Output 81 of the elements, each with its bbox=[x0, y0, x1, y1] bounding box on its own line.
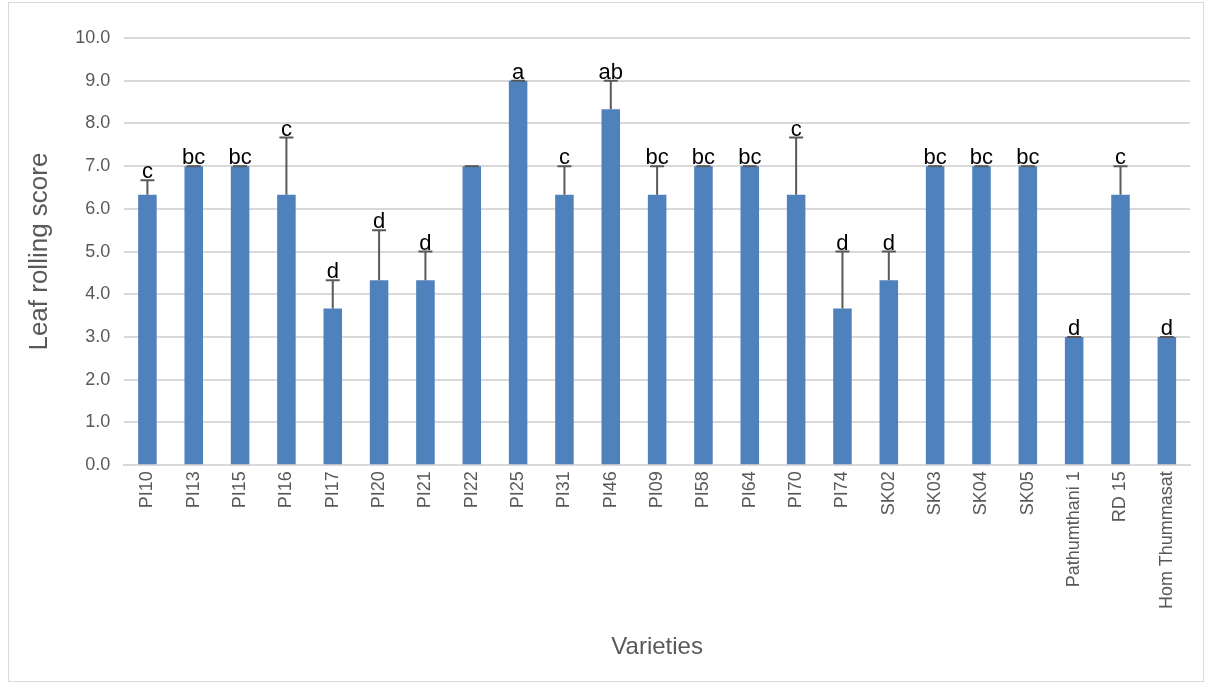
annotation: bc bbox=[645, 144, 669, 170]
bar bbox=[462, 166, 482, 465]
y-tick-label: 5.0 bbox=[85, 240, 111, 261]
bar bbox=[647, 194, 667, 465]
y-tick-label: 2.0 bbox=[85, 368, 111, 389]
y-tick-label: 4.0 bbox=[85, 283, 111, 304]
bar bbox=[416, 280, 435, 465]
annotation: bc bbox=[738, 144, 762, 170]
annotation: c bbox=[790, 115, 802, 141]
x-tick-label: PI13 bbox=[182, 471, 203, 509]
x-tick-label: PI64 bbox=[738, 471, 759, 509]
x-tick-label: PI70 bbox=[785, 471, 806, 509]
annotation: d bbox=[419, 229, 432, 255]
bar bbox=[786, 194, 806, 465]
y-tick-label: 9.0 bbox=[85, 69, 111, 90]
x-tick-label: PI46 bbox=[599, 471, 620, 509]
x-axis-title: Varieties bbox=[611, 632, 703, 660]
x-tick-label: SK02 bbox=[877, 471, 898, 516]
bar bbox=[833, 308, 852, 465]
x-tick-label: PI74 bbox=[831, 471, 852, 509]
x-tick-label: SK03 bbox=[924, 471, 945, 516]
y-tick-label: 8.0 bbox=[85, 112, 111, 133]
annotation: d bbox=[326, 258, 339, 284]
y-axis-title: Leaf rolling score bbox=[22, 152, 53, 351]
annotation: d bbox=[1160, 315, 1173, 341]
x-tick-label: Pathumthani 1 bbox=[1063, 471, 1084, 588]
x-tick-label: PI17 bbox=[321, 471, 342, 509]
bar bbox=[138, 194, 157, 465]
bar bbox=[1018, 166, 1038, 465]
y-tick-label: 7.0 bbox=[85, 155, 111, 176]
annotation: bc bbox=[969, 144, 994, 170]
y-tick-label: 6.0 bbox=[85, 197, 111, 218]
annotation: ab bbox=[598, 58, 624, 84]
bar bbox=[972, 166, 991, 465]
bar bbox=[1064, 337, 1084, 465]
annotation: c bbox=[141, 158, 153, 184]
annotation: c bbox=[1114, 144, 1126, 170]
x-tick-label: SK04 bbox=[970, 471, 991, 516]
x-tick-label: SK05 bbox=[1016, 471, 1037, 516]
x-tick-label: PI25 bbox=[507, 471, 528, 509]
annotation: a bbox=[511, 58, 525, 84]
annotation: c bbox=[280, 115, 292, 141]
y-tick-label: 0.0 bbox=[85, 454, 111, 475]
bar bbox=[184, 166, 204, 465]
bar bbox=[369, 280, 389, 465]
y-tick-label: 3.0 bbox=[85, 325, 111, 346]
bar bbox=[555, 194, 574, 465]
annotation: d bbox=[1068, 315, 1081, 341]
annotation: bc bbox=[228, 144, 252, 170]
bar bbox=[694, 166, 713, 465]
x-tick-label: PI09 bbox=[646, 471, 667, 509]
x-tick-label: PI20 bbox=[368, 471, 389, 509]
x-tick-label: PI31 bbox=[553, 471, 574, 509]
x-tick-label: Hom Thummasat bbox=[1155, 471, 1176, 609]
annotation: bc bbox=[182, 144, 206, 170]
x-tick-label: RD 15 bbox=[1109, 471, 1130, 523]
annotation: bc bbox=[923, 144, 947, 170]
bar bbox=[508, 80, 528, 465]
bar bbox=[1111, 194, 1130, 465]
x-tick-label: PI16 bbox=[275, 471, 296, 509]
annotation: d bbox=[882, 229, 895, 255]
x-tick-label: PI10 bbox=[136, 471, 157, 509]
bar bbox=[323, 308, 343, 465]
bar bbox=[277, 194, 296, 465]
annotation: c bbox=[558, 144, 570, 170]
x-tick-label: PI21 bbox=[414, 471, 435, 509]
x-tick-label: PI15 bbox=[229, 471, 250, 509]
y-tick-label: 1.0 bbox=[85, 411, 111, 432]
annotation: d bbox=[836, 229, 849, 255]
annotation: bc bbox=[1016, 144, 1040, 170]
bar bbox=[925, 166, 945, 465]
x-tick-label: PI22 bbox=[460, 471, 481, 509]
x-tick-label: PI58 bbox=[692, 471, 713, 509]
bar bbox=[879, 280, 899, 465]
bar bbox=[601, 109, 621, 465]
bar bbox=[1157, 337, 1177, 465]
annotation: d bbox=[372, 208, 386, 234]
bar bbox=[230, 166, 250, 465]
bar bbox=[740, 166, 760, 465]
annotation: bc bbox=[691, 144, 716, 170]
y-tick-label: 10.0 bbox=[75, 26, 111, 47]
